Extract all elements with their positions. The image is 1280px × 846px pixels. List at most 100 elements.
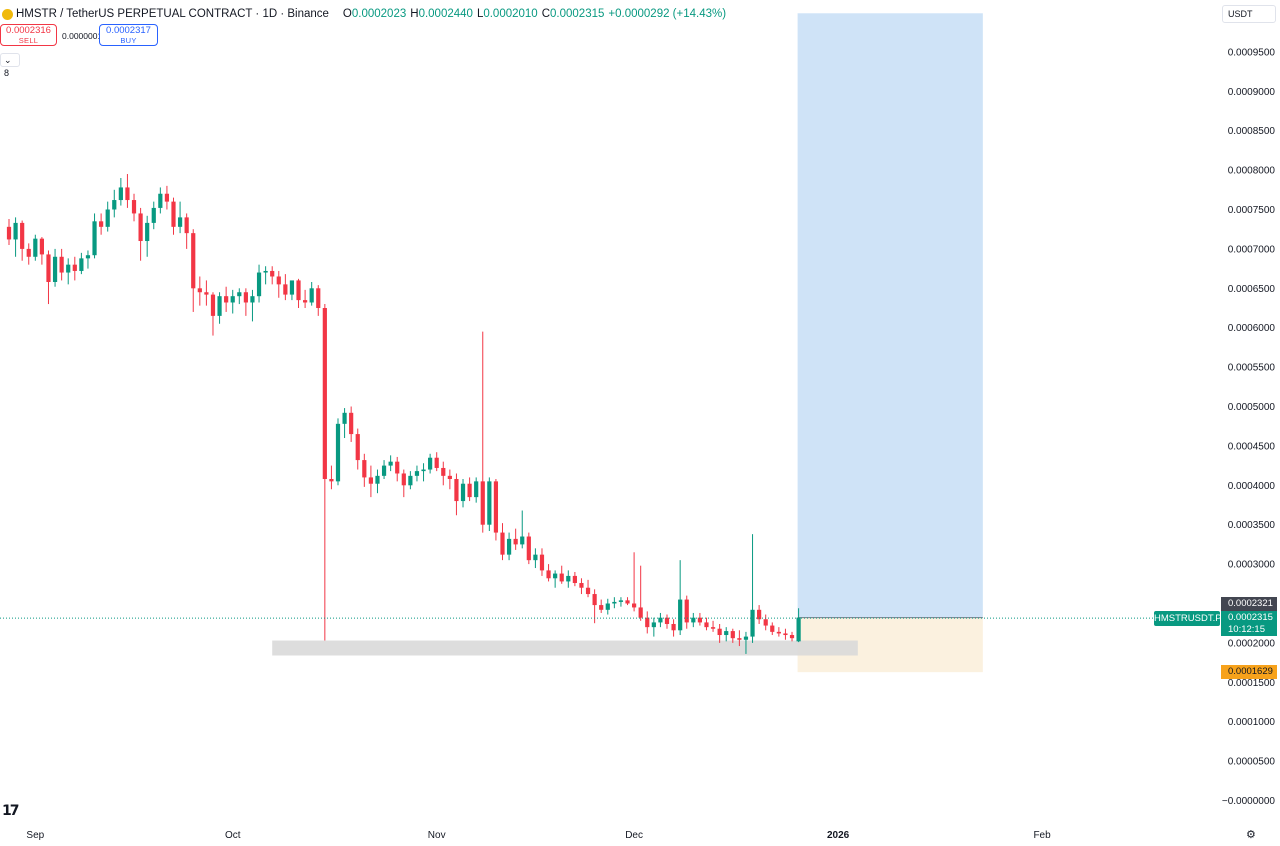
candle-body — [684, 599, 689, 623]
candle — [283, 274, 288, 301]
candle-body — [342, 412, 347, 424]
candle — [447, 469, 452, 490]
price-tick-label: −0.0000000 — [1222, 796, 1276, 807]
candle — [125, 174, 130, 208]
candle-body — [158, 193, 163, 208]
candle — [474, 477, 479, 503]
candle — [592, 589, 597, 624]
indicators-toggle[interactable]: ⌄ 8 — [0, 53, 20, 78]
candle — [303, 289, 308, 308]
candle-body — [638, 607, 643, 618]
candle — [237, 288, 242, 305]
candle-body — [592, 594, 597, 606]
candle-body — [145, 222, 150, 242]
candle-body — [553, 573, 558, 579]
candle — [270, 266, 275, 285]
chevron-down-icon: ⌄ — [4, 55, 12, 65]
candle-body — [355, 434, 360, 461]
price-tick-label: 0.0005000 — [1228, 402, 1276, 413]
candle-body — [645, 617, 650, 628]
candle — [605, 598, 610, 615]
price-tick-label: 0.0006500 — [1228, 284, 1276, 295]
candle-body — [270, 270, 275, 277]
candle — [737, 630, 742, 647]
open-value: 0.0002023 — [351, 8, 407, 20]
candle — [335, 418, 341, 486]
candle-body — [539, 554, 545, 571]
candle — [85, 250, 91, 269]
candle — [197, 276, 202, 306]
change-value: +0.0000292 (+14.43%) — [608, 8, 727, 20]
candle — [256, 264, 262, 303]
candle — [329, 465, 334, 490]
candle-body — [329, 478, 334, 482]
candle-body — [625, 600, 630, 604]
candle-body — [520, 536, 525, 545]
candle — [750, 534, 755, 643]
spread-value: 0.0000001 — [62, 31, 103, 41]
candle-body — [651, 622, 656, 628]
position-target-zone[interactable] — [797, 13, 983, 618]
currency-selector[interactable]: USDT — [1222, 5, 1276, 23]
candle-body — [447, 475, 452, 479]
candle — [599, 599, 604, 613]
candle-body — [408, 475, 413, 486]
candle — [250, 289, 255, 322]
candle-body — [388, 461, 393, 466]
candle-body — [559, 573, 564, 582]
candle — [408, 471, 413, 490]
candle — [513, 528, 518, 550]
candle — [500, 523, 505, 561]
candle — [118, 177, 123, 206]
candle-body — [105, 209, 110, 227]
candle-body — [250, 296, 255, 303]
candle — [664, 614, 670, 629]
candle — [381, 460, 387, 479]
sell-price: 0.0002316 — [6, 25, 51, 36]
candle-body — [237, 292, 242, 297]
candle — [625, 597, 630, 606]
tradingview-logo-icon[interactable]: 17 — [2, 803, 20, 819]
price-tick-label: 0.0004500 — [1228, 441, 1276, 452]
candle-body — [533, 554, 538, 561]
candle — [717, 623, 722, 643]
candle-body — [381, 465, 387, 476]
candle — [651, 617, 656, 637]
symbol-title[interactable]: HMSTR / TetherUS PERPETUAL CONTRACT · 1D… — [16, 8, 329, 20]
candle — [684, 595, 689, 629]
candle — [145, 215, 150, 257]
candle-body — [171, 201, 176, 227]
candle-body — [763, 619, 768, 626]
price-tick-label: 0.0008500 — [1228, 126, 1276, 137]
candle-body — [368, 477, 373, 484]
candle-body — [72, 264, 77, 271]
candle-body — [546, 570, 551, 579]
candle — [309, 281, 314, 306]
gear-icon[interactable]: ⚙ — [1246, 829, 1256, 841]
candle — [533, 548, 538, 569]
support-zone-rect[interactable] — [272, 640, 858, 656]
candle-body — [33, 238, 38, 257]
buy-button[interactable]: 0.0002317 BUY — [99, 24, 158, 46]
candle-body — [467, 483, 472, 498]
candle-body — [783, 633, 788, 636]
candle — [454, 473, 459, 516]
candle-body — [52, 256, 58, 282]
candle — [480, 331, 485, 533]
time-tick-label: Sep — [26, 830, 44, 841]
candle-body — [263, 270, 268, 273]
candle-body — [454, 478, 459, 502]
candle — [322, 304, 327, 641]
candle — [177, 201, 183, 234]
candle-body — [131, 200, 137, 214]
candle — [26, 243, 31, 265]
candle — [13, 217, 18, 257]
candle — [612, 597, 617, 609]
time-axis: Sep Oct Nov Dec 2026 Feb — [26, 830, 1051, 841]
candle-body — [421, 469, 426, 472]
sell-button[interactable]: 0.0002316 SELL — [0, 24, 57, 46]
current-price: 0.0002315 — [1228, 612, 1273, 623]
candle — [355, 428, 360, 470]
candle — [434, 452, 439, 472]
